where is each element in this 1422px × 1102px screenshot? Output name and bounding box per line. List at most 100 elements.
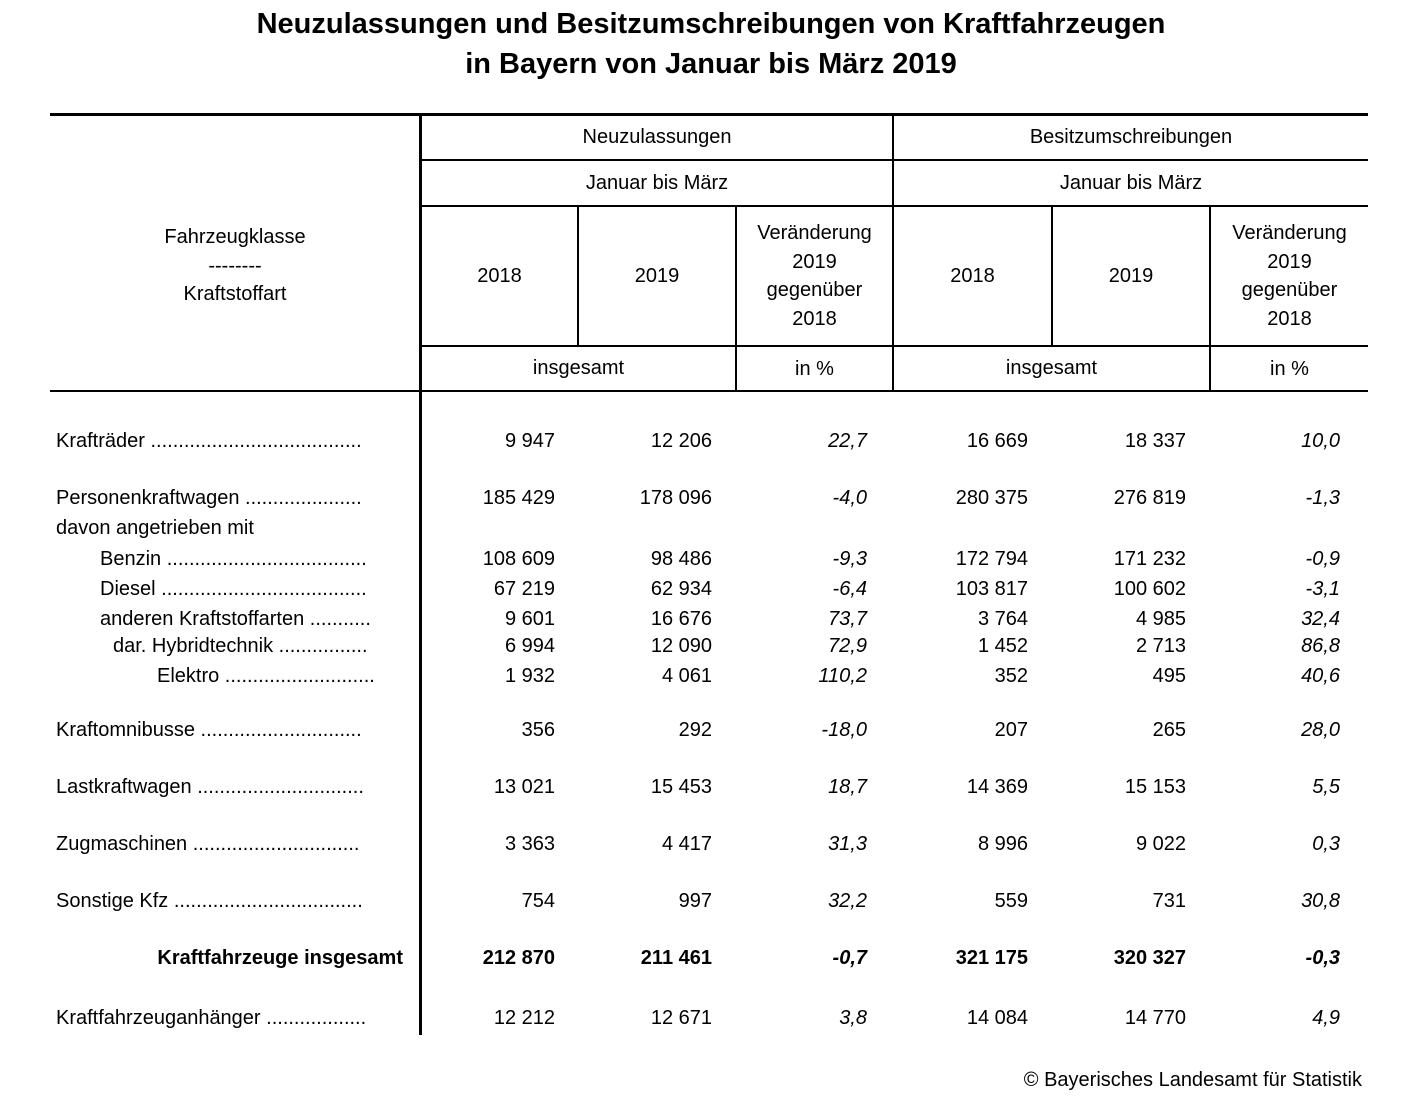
row-label: Sonstige Kfz ...........................… [56,890,363,912]
rule-col-2 [735,205,737,392]
year-header-2019-b: 2019 [1108,264,1154,287]
rule-label-column [419,113,422,1035]
count-value: 100 602 [1113,578,1186,600]
unit-header-pct-a: in % [795,358,834,381]
row-label: davon angetrieben mit [56,517,254,539]
change-value: 73,7 [828,608,867,630]
count-value: 754 [521,890,555,912]
change-value: 5,5 [1312,776,1340,798]
row-label-header: Fahrzeugklasse -------- Kraftstoffart [164,226,306,306]
count-value: 16 669 [966,430,1028,452]
count-value: 12 206 [650,430,712,452]
count-value: 4 061 [661,665,712,687]
change-value: -0,7 [832,947,867,969]
count-value: 1 932 [504,665,555,687]
count-value: 15 453 [650,776,712,798]
count-value: 9 947 [504,430,555,452]
rule-top [50,113,1368,116]
rule-group-divider [892,113,894,392]
count-value: 495 [1152,665,1186,687]
count-value: 265 [1152,719,1186,741]
count-value: 9 022 [1135,833,1186,855]
count-value: 2 713 [1135,635,1186,657]
count-value: 3 764 [977,608,1028,630]
count-value: 211 461 [640,947,712,969]
year-header-2019-a: 2019 [634,264,680,287]
count-value: 4 985 [1135,608,1186,630]
title-line-2: in Bayern von Januar bis März 2019 [465,48,957,80]
count-value: 8 996 [977,833,1028,855]
rule-col-5 [1209,205,1211,392]
document-title: Neuzulassungen und Besitzumschreibungen … [0,4,1422,84]
change-value: 72,9 [828,635,867,657]
row-label: Krafträder .............................… [56,430,362,452]
count-value: 731 [1152,890,1186,912]
count-value: 352 [994,665,1028,687]
change-value: 30,8 [1301,890,1340,912]
group-header-neuzulassungen: Neuzulassungen [582,126,732,149]
copyright-note: © Bayerisches Landesamt für Statistik [1023,1069,1362,1091]
row-label: Personenkraftwagen ..................... [56,487,362,509]
year-header-2018-b: 2018 [950,264,995,287]
count-value: 12 671 [650,1007,712,1029]
change-value: 86,8 [1301,635,1340,657]
year-header-2018-a: 2018 [477,264,522,287]
count-value: 62 934 [650,578,712,600]
count-value: 178 096 [639,487,712,509]
change-value: 110,2 [818,665,867,687]
change-value: 28,0 [1301,719,1340,741]
row-label: Lastkraftwagen .........................… [56,776,364,798]
count-value: 15 153 [1124,776,1186,798]
count-value: 14 369 [966,776,1028,798]
change-value: 32,4 [1301,608,1340,630]
count-value: 98 486 [650,548,712,570]
change-value: 32,2 [828,890,867,912]
change-value: 31,3 [828,833,867,855]
count-value: 14 084 [966,1007,1028,1029]
period-header-1: Januar bis März [585,171,729,194]
row-label: anderen Kraftstoffarten ........... [100,608,371,630]
rule-unit [420,345,1368,347]
count-value: 276 819 [1113,487,1186,509]
change-header-b: Veränderung 2019 gegenüber 2018 [1232,222,1347,330]
change-value: 4,9 [1312,1007,1340,1029]
change-value: -1,3 [1305,487,1340,509]
count-value: 18 337 [1124,430,1186,452]
unit-header-total-b: insgesamt [1005,357,1098,380]
count-value: 12 090 [650,635,712,657]
count-value: 292 [678,719,712,741]
change-value: -4,0 [832,487,867,509]
count-value: 171 232 [1113,548,1186,570]
title-line-1: Neuzulassungen und Besitzumschreibungen … [256,8,1166,40]
count-value: 14 770 [1124,1007,1186,1029]
count-value: 16 676 [650,608,712,630]
rule-group [420,159,1368,161]
count-value: 172 794 [955,548,1028,570]
count-value: 3 363 [504,833,555,855]
count-value: 1 452 [977,635,1028,657]
row-label: Diesel .................................… [100,578,367,600]
count-value: 4 417 [661,833,712,855]
change-value: 0,3 [1312,833,1340,855]
row-label: Zugmaschinen ...........................… [56,833,360,855]
row-label: Kraftfahrzeuge insgesamt [157,947,403,969]
change-value: -6,4 [832,578,867,600]
count-value: 6 994 [504,635,555,657]
count-value: 12 212 [493,1007,555,1029]
change-value: 40,6 [1301,665,1340,687]
change-value: -18,0 [821,719,867,741]
count-value: 67 219 [493,578,555,600]
count-value: 212 870 [482,947,555,969]
change-value: -0,3 [1305,947,1340,969]
count-value: 559 [994,890,1028,912]
row-label: Elektro ........................... [157,665,375,687]
change-value: 22,7 [828,430,867,452]
change-value: 10,0 [1301,430,1340,452]
count-value: 320 327 [1113,947,1186,969]
row-label: dar. Hybridtechnik ................ [113,635,368,657]
period-header-2: Januar bis März [1059,171,1203,194]
change-value: -0,9 [1305,548,1340,570]
rule-col-1 [577,205,579,346]
row-label: Kraftfahrzeuganhänger .................. [56,1007,367,1029]
count-value: 13 021 [493,776,555,798]
